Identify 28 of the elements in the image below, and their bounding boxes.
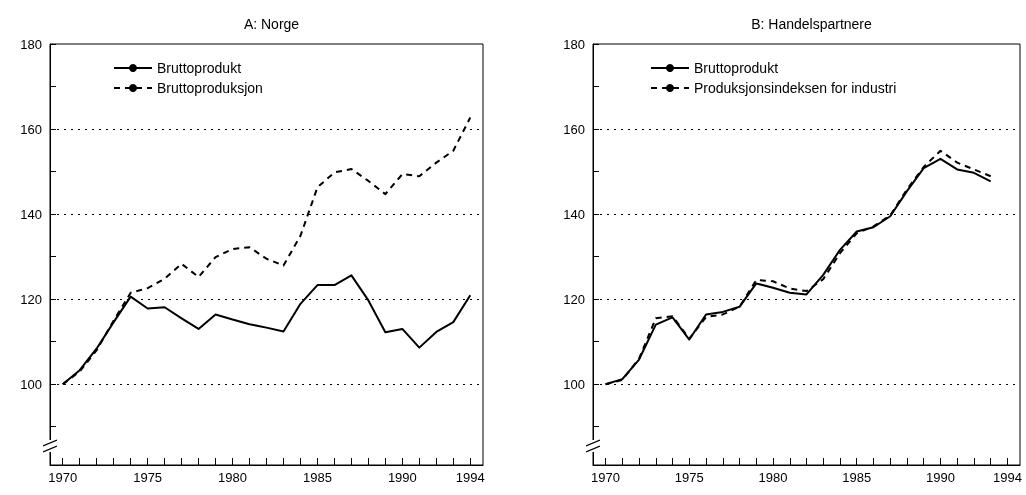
legend-label: Bruttoproduksjon (157, 80, 263, 96)
y-tick-label: 140 (20, 206, 42, 222)
chart-title: B: Handelspartnere (751, 16, 873, 32)
x-tick-label: 1990 (926, 470, 955, 485)
x-tick-label: 1975 (674, 470, 704, 485)
x-tick-label: 1985 (842, 470, 872, 485)
y-tick-label: 160 (20, 121, 42, 137)
legend-label: Produksjonsindeksen for industri (694, 80, 897, 96)
chart-title: A: Norge (243, 16, 300, 32)
x-tick-label: 1975 (133, 470, 163, 485)
y-tick-label: 180 (563, 36, 585, 52)
x-tick-label: 1970 (48, 470, 78, 485)
legend-label: Bruttoprodukt (694, 60, 779, 76)
y-tick-label: 180 (20, 36, 42, 52)
y-tick-label: 100 (563, 376, 585, 392)
x-tick-label: 1980 (758, 470, 788, 485)
y-tick-label: 160 (563, 121, 585, 137)
x-tick-label: 1990 (387, 470, 417, 485)
y-tick-label: 140 (563, 206, 585, 222)
x-tick-label: 1994 (455, 470, 485, 485)
y-tick-label: 120 (20, 291, 42, 307)
x-tick-label: 1994 (992, 470, 1022, 485)
x-tick-label: 1970 (591, 470, 621, 485)
y-tick-label: 100 (20, 376, 42, 392)
x-tick-label: 1980 (218, 470, 247, 485)
x-tick-label: 1985 (302, 470, 332, 485)
y-tick-label: 120 (563, 291, 585, 307)
legend-label: Bruttoprodukt (157, 60, 242, 76)
